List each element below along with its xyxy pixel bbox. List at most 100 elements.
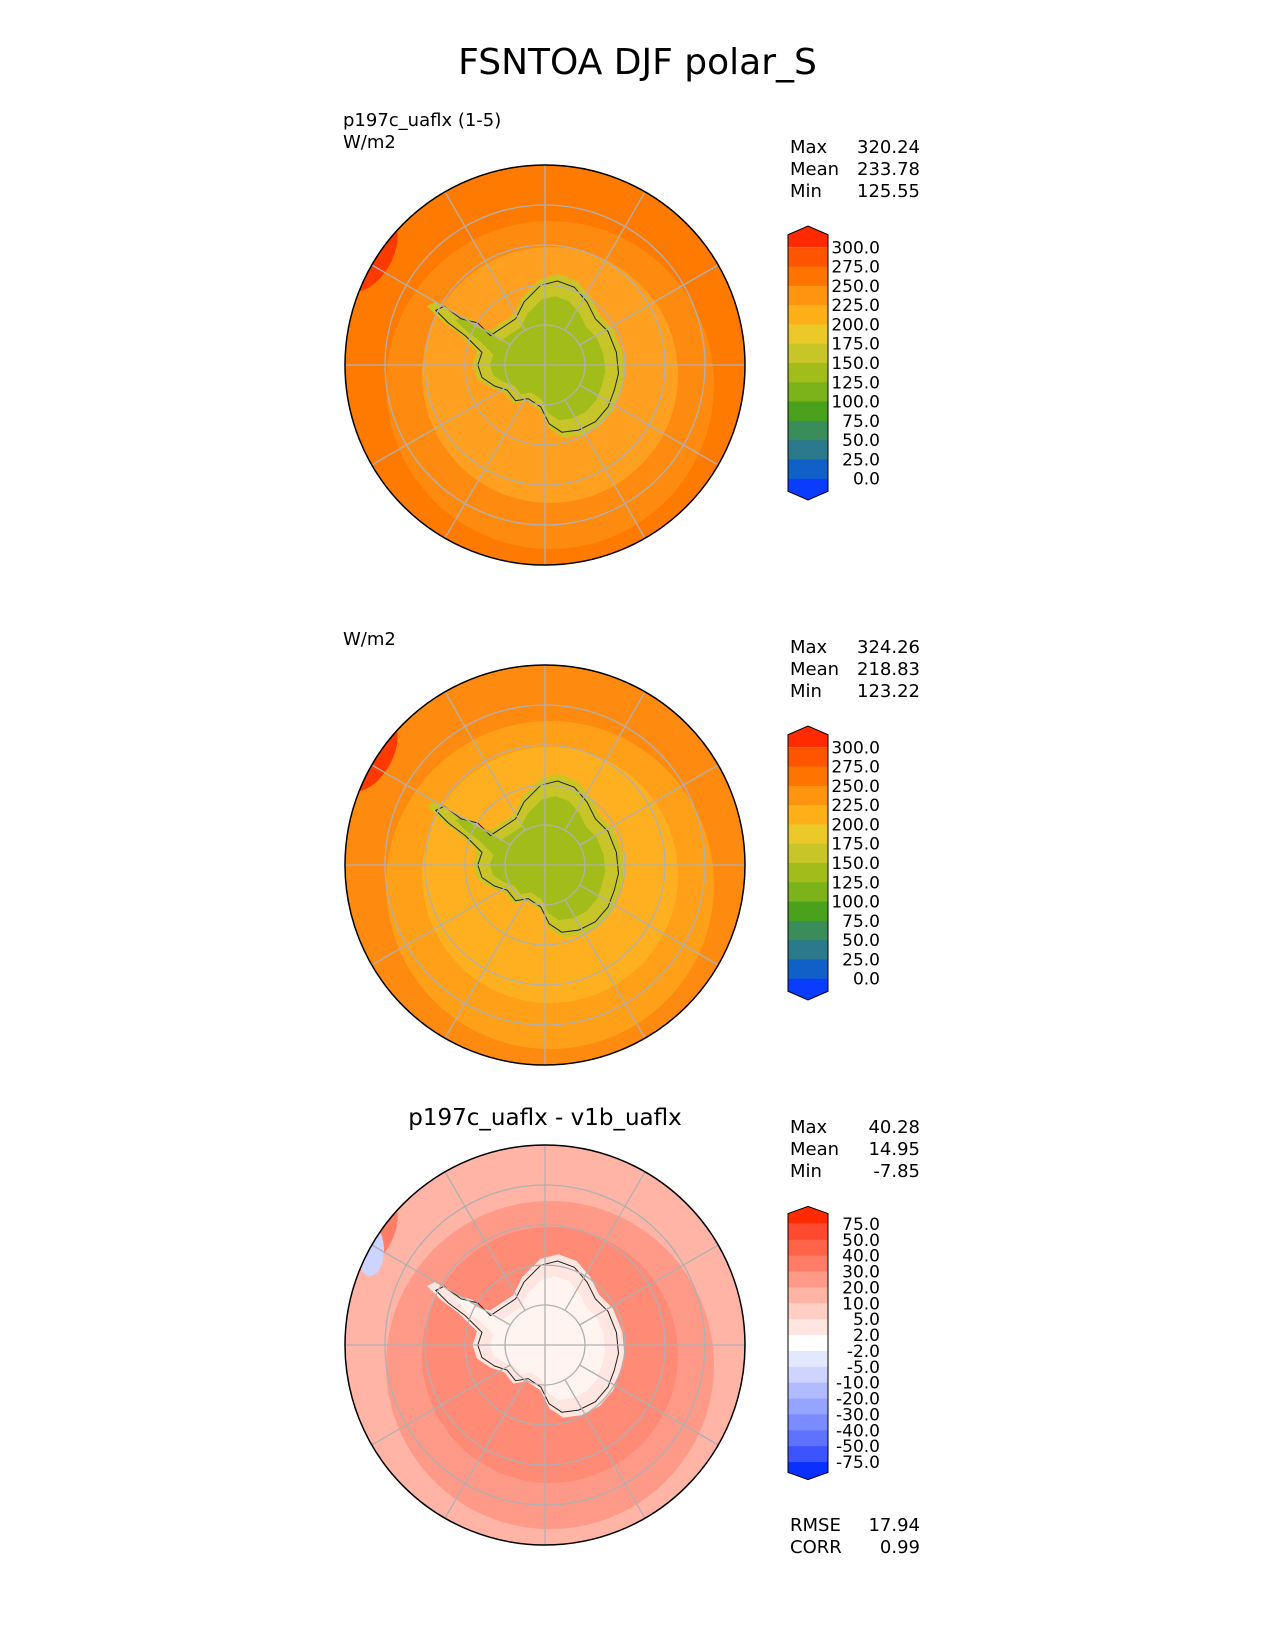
colorbar-bin — [788, 978, 828, 1000]
colorbar-bin — [788, 247, 828, 268]
colorbar-bin — [788, 459, 828, 480]
meridian-line — [579, 264, 719, 346]
colorbar-bin — [788, 901, 828, 922]
colorbar-tick-label: -75.0 — [836, 1453, 880, 1473]
stat-max: 40.28 — [868, 1117, 920, 1138]
colorbar-tick-label: 125.0 — [831, 373, 880, 393]
stat-corr: 0.99 — [879, 1537, 920, 1558]
colorbar-bin — [788, 1206, 828, 1224]
meridian-line — [444, 399, 526, 539]
panel-2: W/m2 Max 324.26 Mean 218.83 Min 123.22 300.… — [0, 625, 1275, 1105]
meridian-line — [564, 1171, 646, 1311]
colorbar-bin — [788, 1382, 828, 1400]
map-border — [344, 1144, 746, 1546]
stat-max-label: Max — [790, 637, 828, 658]
colorbar-tick-label: 275.0 — [831, 258, 880, 278]
meridian-line — [564, 399, 646, 539]
colorbar-bin — [788, 920, 828, 941]
meridian-line — [444, 1171, 526, 1311]
colorbar-bin — [788, 1271, 828, 1288]
meridian-line — [371, 384, 511, 466]
map-border — [344, 164, 746, 566]
colorbar-outline — [787, 1205, 829, 1481]
colorbar-tick-label: 125.0 — [831, 873, 880, 893]
colorbar-bin — [788, 285, 828, 306]
colorbar-tick-label: 175.0 — [831, 835, 880, 855]
colorbar-bin — [788, 1398, 828, 1415]
colorbar-bin — [788, 882, 828, 903]
colorbar-tick-label: 100.0 — [831, 393, 880, 413]
colorbar-tick-label: 225.0 — [831, 296, 880, 316]
polar-map — [344, 664, 746, 1066]
colorbar-bin — [788, 1366, 828, 1384]
meridian-line — [371, 884, 511, 966]
meridian-line — [444, 899, 526, 1039]
colorbar-tick-label: 75.0 — [842, 912, 880, 932]
meridian-line — [564, 691, 646, 831]
panel-1: p197c_uaflx (1-5) W/m2 Max 320.24 Mean 233… — [0, 110, 1275, 590]
stat-min: -7.85 — [873, 1161, 920, 1182]
colorbar-tick-label: 250.0 — [831, 277, 880, 297]
colorbar-tick-label: -5.0 — [847, 1358, 880, 1378]
colorbar-tick-label: 25.0 — [842, 950, 880, 970]
colorbar-bin — [788, 420, 828, 441]
colorbar-tick-label: 150.0 — [831, 854, 880, 874]
polar-map — [344, 164, 746, 566]
colorbar-tick-label: 100.0 — [831, 893, 880, 913]
meridian-line — [579, 884, 719, 966]
error-stats-box: RMSE 17.94 CORR 0.99 — [790, 1515, 920, 1559]
stat-mean-label: Mean — [790, 1139, 840, 1160]
meridian-line — [579, 764, 719, 846]
meridian-line — [579, 1364, 719, 1446]
colorbar-tick-label: 40.0 — [842, 1247, 880, 1267]
colorbar-bin — [788, 1430, 828, 1447]
panel-label-units: W/m2 — [343, 629, 396, 650]
map-border — [344, 664, 746, 1066]
colorbar-bin — [788, 1287, 828, 1304]
panel-label-case: p197c_uaflx (1-5) — [343, 110, 502, 131]
meridian-line — [579, 384, 719, 466]
colorbar-bin — [788, 959, 828, 980]
colorbar-tick-label: -20.0 — [836, 1390, 880, 1410]
colorbar-bin — [788, 1303, 828, 1320]
colorbar-outline — [787, 725, 829, 1001]
colorbar-bin — [788, 940, 828, 960]
colorbar-bin — [788, 266, 828, 287]
colorbar-bin — [788, 440, 828, 460]
colorbar-tick-label: 275.0 — [831, 758, 880, 778]
colorbar-bin — [788, 363, 828, 383]
meridian-line — [371, 264, 511, 346]
colorbar-bin — [788, 382, 828, 403]
stats-box: Max 320.24 Mean 233.78 Min 125.55 — [790, 137, 920, 203]
meridian-line — [371, 1244, 511, 1326]
colorbar-tick-label: 300.0 — [831, 238, 880, 258]
meridian-line — [371, 1364, 511, 1446]
map-field — [345, 1145, 745, 1545]
colorbar-bin — [788, 324, 828, 345]
colorbar-bin — [788, 747, 828, 768]
colorbar-bin — [788, 478, 828, 500]
colorbar-tick-label: 300.0 — [831, 738, 880, 758]
colorbar-tick-label: 50.0 — [842, 431, 880, 451]
colorbar-bin — [788, 863, 828, 883]
colorbar-tick-label: 0.0 — [853, 970, 880, 990]
colorbar-tick-label: 75.0 — [842, 1215, 880, 1235]
colorbar-tick-label: 75.0 — [842, 412, 880, 432]
meridian-line — [564, 1379, 646, 1519]
map-field — [345, 665, 745, 1065]
colorbar-tick-label: 0.0 — [853, 470, 880, 490]
colorbar-tick-label: -30.0 — [836, 1405, 880, 1425]
stat-min: 123.22 — [857, 681, 920, 702]
colorbar-tick-label: -50.0 — [836, 1437, 880, 1457]
land-interior — [455, 1276, 606, 1401]
stat-max: 324.26 — [857, 637, 920, 658]
colorbar-bin — [788, 824, 828, 845]
colorbar-tick-label: 2.0 — [853, 1326, 880, 1346]
colorbar-tick-label: 200.0 — [831, 315, 880, 335]
meridian-line — [444, 1379, 526, 1519]
colorbar-tick-label: 30.0 — [842, 1263, 880, 1283]
colorbar-bin — [788, 401, 828, 422]
colorbar-bin — [788, 305, 828, 325]
land-interior — [455, 796, 606, 921]
land-interior — [455, 296, 606, 421]
